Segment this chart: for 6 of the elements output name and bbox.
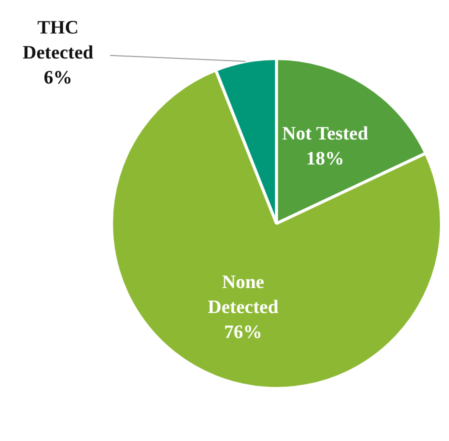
data-label: 18% bbox=[306, 148, 344, 170]
slice-label: THC Detected bbox=[22, 17, 94, 64]
data-label: 76% bbox=[224, 322, 262, 343]
slice-label: Not Tested bbox=[282, 123, 369, 144]
slice-label: None Detected bbox=[208, 272, 279, 318]
data-label: 6% bbox=[44, 67, 72, 88]
